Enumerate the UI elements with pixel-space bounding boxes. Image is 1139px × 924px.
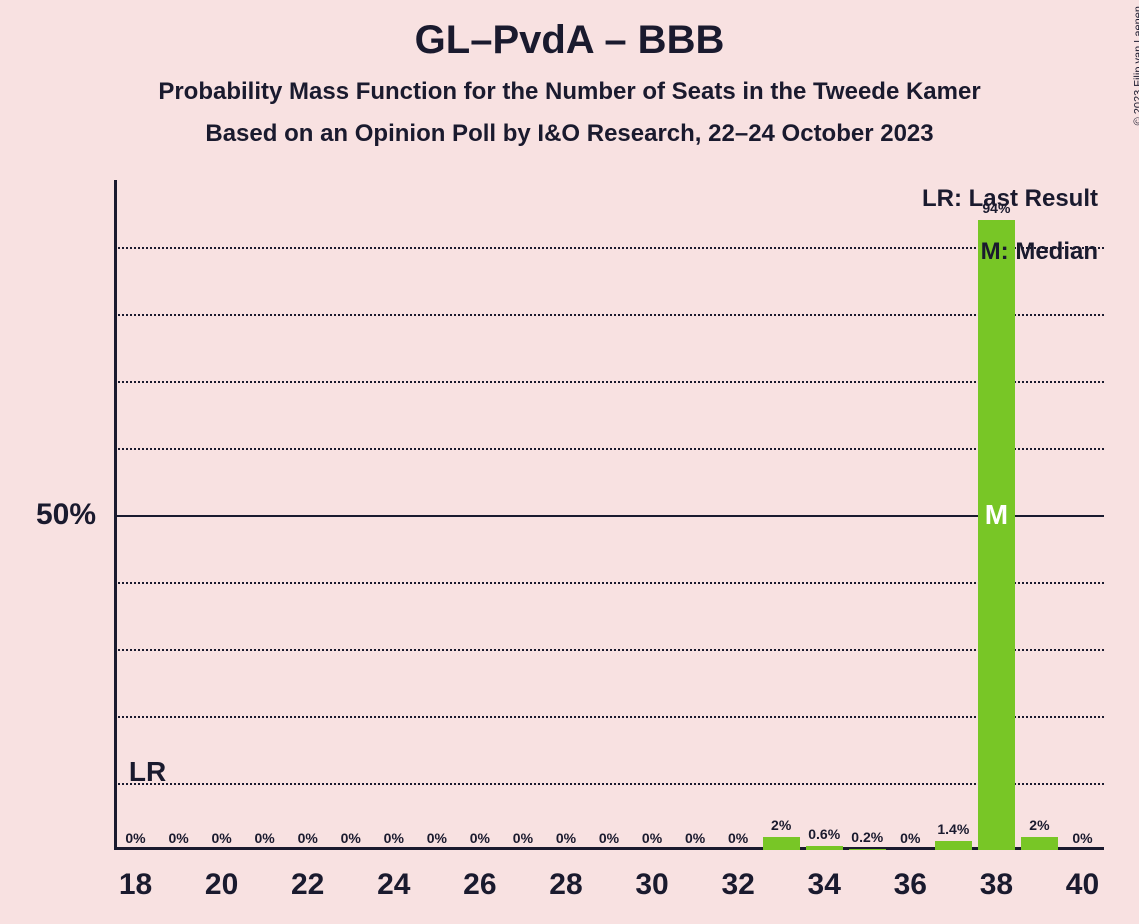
bar-value-label: 0% xyxy=(900,830,920,846)
bar xyxy=(1021,837,1058,850)
x-tick-label: 20 xyxy=(205,850,238,902)
bar xyxy=(935,841,972,850)
bar-value-label: 0% xyxy=(384,830,404,846)
chart-subtitle-2: Based on an Opinion Poll by I&O Research… xyxy=(0,120,1139,148)
bar-value-label: 0% xyxy=(556,830,576,846)
bar-value-label: 0% xyxy=(341,830,361,846)
x-tick-label: 32 xyxy=(721,850,754,902)
bar-value-label: 2% xyxy=(1029,817,1049,833)
y-tick-label: 50% xyxy=(36,498,114,532)
bar-value-label: 1.4% xyxy=(937,821,969,837)
x-tick-label: 18 xyxy=(119,850,152,902)
legend-last-result: LR: Last Result xyxy=(922,185,1098,213)
last-result-mark: LR xyxy=(129,756,166,788)
x-tick-label: 38 xyxy=(980,850,1013,902)
gridline xyxy=(114,247,1104,249)
gridline xyxy=(114,582,1104,584)
bar xyxy=(978,220,1015,850)
bar xyxy=(763,837,800,850)
bar-value-label: 0.6% xyxy=(808,826,840,842)
plot-area: 50%0%0%0%0%0%0%0%0%0%0%0%0%0%0%0%2%0.6%0… xyxy=(114,180,1104,850)
gridline-major xyxy=(114,515,1104,517)
x-tick-label: 36 xyxy=(894,850,927,902)
x-tick-label: 28 xyxy=(549,850,582,902)
bar-value-label: 0% xyxy=(298,830,318,846)
chart-root: GL–PvdA – BBB Probability Mass Function f… xyxy=(0,0,1139,924)
bar xyxy=(849,849,886,850)
legend-median: M: Median xyxy=(981,238,1098,266)
chart-subtitle-1: Probability Mass Function for the Number… xyxy=(0,78,1139,106)
x-tick-label: 40 xyxy=(1066,850,1099,902)
bar-value-label: 0% xyxy=(685,830,705,846)
copyright-text: © 2023 Filip van Laenen xyxy=(1132,6,1139,125)
bar-value-label: 0% xyxy=(125,830,145,846)
gridline xyxy=(114,314,1104,316)
bar-value-label: 0% xyxy=(427,830,447,846)
chart-title: GL–PvdA – BBB xyxy=(0,18,1139,63)
bar-value-label: 0% xyxy=(513,830,533,846)
gridline xyxy=(114,649,1104,651)
bar-value-label: 0.2% xyxy=(851,829,883,845)
x-tick-label: 24 xyxy=(377,850,410,902)
bar-value-label: 2% xyxy=(771,817,791,833)
gridline xyxy=(114,716,1104,718)
median-mark: M xyxy=(985,499,1008,531)
bar-value-label: 0% xyxy=(255,830,275,846)
bar-value-label: 0% xyxy=(168,830,188,846)
bar-value-label: 0% xyxy=(1072,830,1092,846)
x-tick-label: 30 xyxy=(635,850,668,902)
x-tick-label: 22 xyxy=(291,850,324,902)
bar-value-label: 0% xyxy=(728,830,748,846)
gridline xyxy=(114,783,1104,785)
bar-value-label: 0% xyxy=(211,830,231,846)
bar-value-label: 0% xyxy=(642,830,662,846)
x-tick-label: 34 xyxy=(808,850,841,902)
x-tick-label: 26 xyxy=(463,850,496,902)
gridline xyxy=(114,448,1104,450)
bar-value-label: 0% xyxy=(599,830,619,846)
bar-value-label: 0% xyxy=(470,830,490,846)
gridline xyxy=(114,381,1104,383)
